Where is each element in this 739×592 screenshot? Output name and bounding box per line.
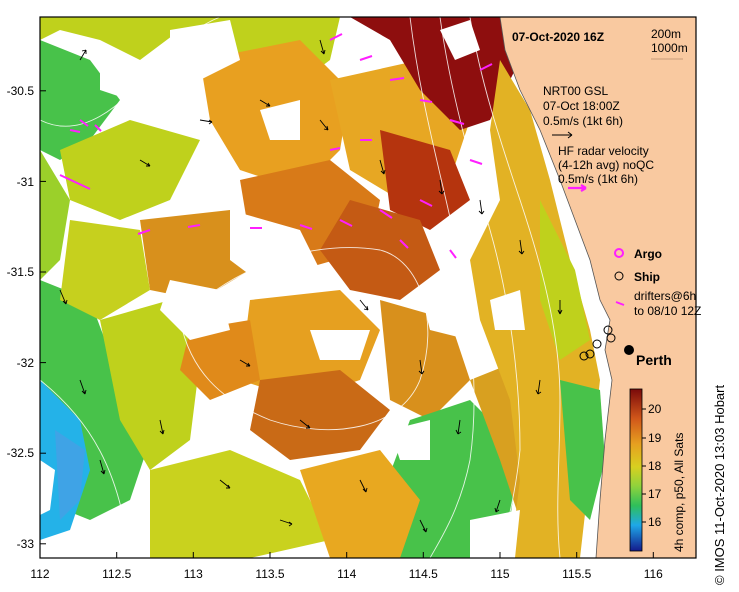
argo-icon [614, 248, 624, 258]
contour-200-label: 200m [651, 27, 681, 41]
y-tick-label: -31.5 [7, 265, 35, 279]
nrt-time: 07-Oct 18:00Z [543, 99, 620, 113]
y-axis: -30.5 -31 -31.5 -32 -32.5 -33 [7, 84, 46, 551]
nrt-scale-arrow-icon [552, 131, 573, 139]
y-tick-label: -33 [17, 537, 35, 551]
city-label-perth: Perth [636, 352, 672, 368]
colorbar-tick: 16 [648, 515, 662, 529]
ship-markers [579, 325, 616, 361]
drifter-icon [615, 301, 625, 306]
colorbar-tick: 20 [648, 402, 662, 416]
map-plot-area [39, 16, 697, 559]
ship-label: Ship [634, 270, 660, 284]
nrt-title: NRT00 GSL [543, 84, 608, 98]
colorbar-caption: 4h comp, p50, All Sats [672, 433, 686, 552]
colorbar: 20 19 18 17 16 4h comp, p50, All Sats [629, 388, 686, 552]
argo-label: Argo [634, 247, 662, 261]
bathymetry-contours [39, 16, 561, 559]
hf-title: HF radar velocity [558, 144, 649, 158]
x-tick-label: 116 [644, 567, 663, 581]
colorbar-tick: 17 [648, 487, 662, 501]
x-tick-label: 113.5 [255, 567, 284, 581]
hf-scale-arrow-icon [568, 184, 587, 192]
y-tick-label: -32 [17, 356, 35, 370]
map-frame [39, 16, 697, 559]
x-tick-label: 112 [30, 567, 49, 581]
x-axis: 112 112.5 113 113.5 114 114.5 115 115.5 … [30, 552, 663, 581]
x-tick-label: 113 [184, 567, 203, 581]
x-tick-label: 115 [490, 567, 509, 581]
contour-1000-label: 1000m [651, 41, 688, 55]
y-tick-label: -31 [17, 175, 35, 189]
x-tick-label: 114 [337, 567, 356, 581]
credit-text: © IMOS 11-Oct-2020 13:03 Hobart [712, 385, 727, 585]
y-tick-label: -30.5 [7, 84, 35, 98]
velocity-arrows [59, 39, 563, 533]
x-tick-label: 114.5 [409, 567, 438, 581]
x-tick-label: 115.5 [562, 567, 591, 581]
colorbar-tick: 18 [648, 459, 662, 473]
hf-radar-arrows [59, 33, 493, 259]
drifters-label-2: to 08/10 12Z [634, 304, 701, 318]
colorbar-tick: 19 [648, 431, 662, 445]
perth-marker [624, 345, 634, 355]
y-tick-label: -32.5 [7, 446, 35, 460]
drifters-label-1: drifters@6h [634, 289, 696, 303]
date-label: 07-Oct-2020 16Z [512, 30, 604, 44]
sst-field [40, 17, 605, 558]
x-tick-label: 112.5 [102, 567, 131, 581]
hf-sub: (4-12h avg) noQC [558, 158, 654, 172]
nrt-scale: 0.5m/s (1kt 6h) [543, 114, 623, 128]
hf-scale: 0.5m/s (1kt 6h) [558, 172, 638, 186]
ship-icon [614, 271, 624, 281]
